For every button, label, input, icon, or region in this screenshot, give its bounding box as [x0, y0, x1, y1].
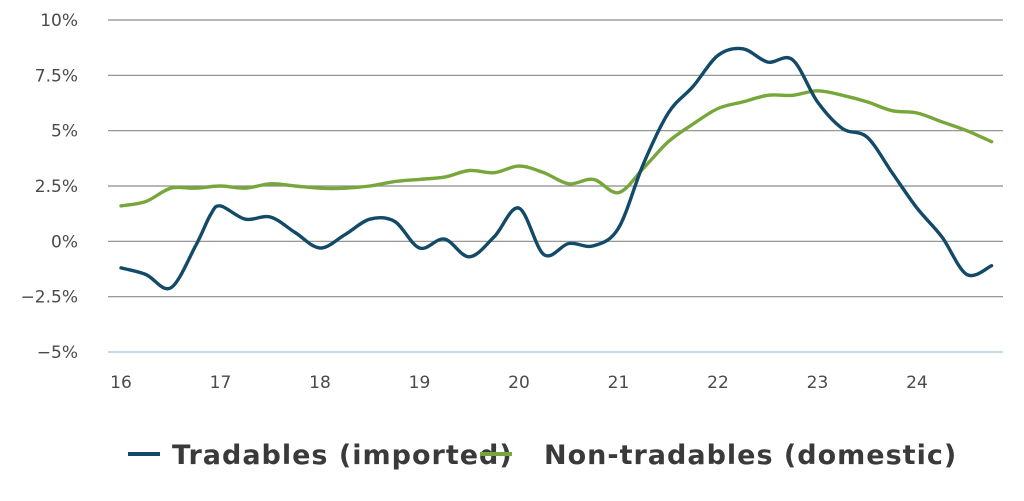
legend-tradables-label: Tradables (imported): [172, 440, 513, 471]
y-tick-label: 2.5%: [35, 177, 78, 197]
x-tick-label: 19: [409, 373, 431, 393]
y-tick-label: −2.5%: [21, 288, 78, 308]
x-tick-label: 23: [807, 373, 829, 393]
y-tick-label: 0%: [51, 232, 78, 252]
x-tick-label: 16: [110, 373, 132, 393]
series-line-tradables: [119, 46, 994, 291]
y-tick-label: 5%: [51, 122, 78, 142]
x-axis-tick-labels: 16 17 18 19 20 21 22 23 24: [110, 373, 928, 393]
y-tick-label: −5%: [37, 343, 78, 363]
series-line-non-tradables: [119, 89, 994, 208]
y-axis-tick-labels: 10% 7.5% 5% 2.5% 0% −2.5% −5%: [21, 11, 78, 363]
x-tick-label: 24: [906, 373, 928, 393]
x-tick-label: 21: [608, 373, 630, 393]
y-tick-label: 10%: [40, 11, 78, 31]
x-tick-label: 17: [210, 373, 232, 393]
y-tick-label: 7.5%: [35, 66, 78, 86]
x-tick-label: 22: [707, 373, 729, 393]
x-tick-label: 18: [309, 373, 331, 393]
grid-lines: [108, 19, 1003, 353]
x-tick-label: 20: [508, 373, 530, 393]
legend-non-tradables-label: Non-tradables (domestic): [544, 440, 957, 471]
series-lines: [119, 46, 994, 291]
legend: Tradables (imported) Non-tradables (domes…: [128, 440, 957, 471]
